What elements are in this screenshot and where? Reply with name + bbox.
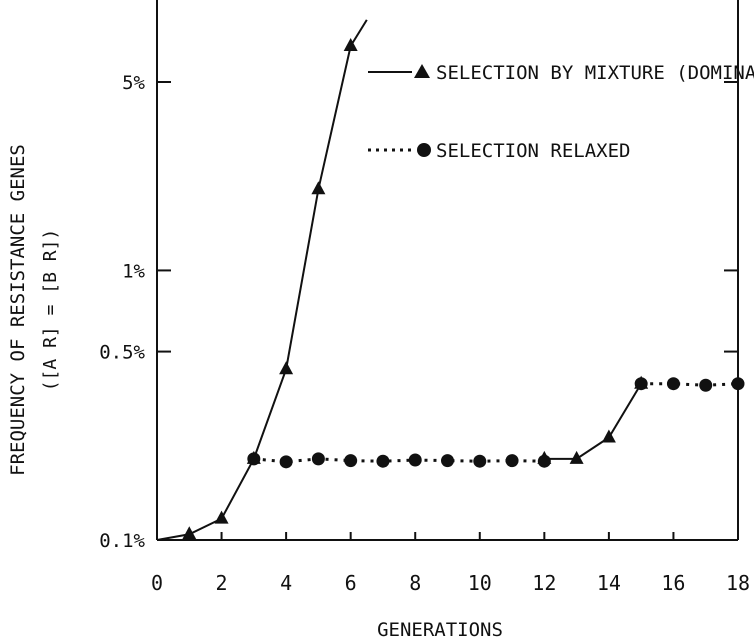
data-point-triangle — [569, 450, 584, 464]
y-tick-label: 5% — [122, 72, 145, 94]
legend-label-relaxed: SELECTION RELAXED — [436, 140, 630, 162]
x-tick-label: 12 — [532, 571, 556, 595]
data-point-triangle — [311, 181, 326, 195]
data-point-circle — [537, 454, 551, 468]
x-tick-label: 10 — [468, 571, 492, 595]
y-tick-label: 1% — [122, 260, 145, 282]
data-point-circle — [473, 454, 487, 468]
series-line — [156, 19, 368, 541]
series-relaxed — [247, 377, 745, 469]
data-point-circle — [505, 454, 519, 468]
x-tick-label: 6 — [345, 571, 357, 595]
data-point-circle — [311, 452, 325, 466]
x-tick-label: 14 — [597, 571, 621, 595]
x-tick-label: 18 — [726, 571, 750, 595]
y-tick-label: 0.5% — [99, 342, 145, 364]
x-tick-label: 2 — [216, 571, 228, 595]
x-tick-label: 8 — [409, 571, 421, 595]
data-point-triangle — [214, 510, 229, 524]
data-point-triangle — [601, 429, 616, 443]
data-point-circle — [247, 452, 261, 466]
data-point-circle — [408, 453, 422, 467]
x-tick-label: 16 — [661, 571, 685, 595]
y-tick-label: 0.1% — [99, 530, 145, 552]
data-point-triangle — [182, 526, 197, 540]
legend-marker-circle — [417, 143, 431, 157]
data-point-circle — [699, 378, 713, 392]
legend-label-mixture: SELECTION BY MIXTURE (DOMINANT RESISTANC… — [436, 62, 754, 84]
data-point-circle — [376, 454, 390, 468]
data-point-circle — [666, 377, 680, 391]
data-point-circle — [441, 454, 454, 468]
data-point-triangle — [343, 38, 358, 52]
series-line — [253, 457, 545, 464]
legend: SELECTION BY MIXTURE (DOMINANT RESISTANC… — [368, 62, 754, 162]
x-tick-label: 4 — [280, 571, 292, 595]
data-point-triangle — [279, 361, 294, 375]
series-line — [641, 382, 739, 387]
y-axis-sublabel: ([A R] = [B R]) — [40, 229, 61, 392]
series-mixture — [156, 19, 649, 541]
data-point-circle — [731, 377, 745, 391]
data-point-circle — [344, 454, 358, 468]
x-axis-label: GENERATIONS — [377, 619, 503, 641]
series-line — [544, 383, 643, 460]
data-point-circle — [279, 455, 293, 469]
series-group — [156, 19, 745, 541]
data-point-circle — [634, 377, 648, 391]
x-tick-label: 0 — [151, 571, 163, 595]
y-axis-label: FREQUENCY OF RESISTANCE GENES — [7, 144, 29, 476]
axis-ticks: 0.1% 0.5% 1% 5% 0 2 4 6 8 10 12 14 16 18 — [99, 72, 750, 595]
legend-marker-triangle — [414, 64, 430, 78]
